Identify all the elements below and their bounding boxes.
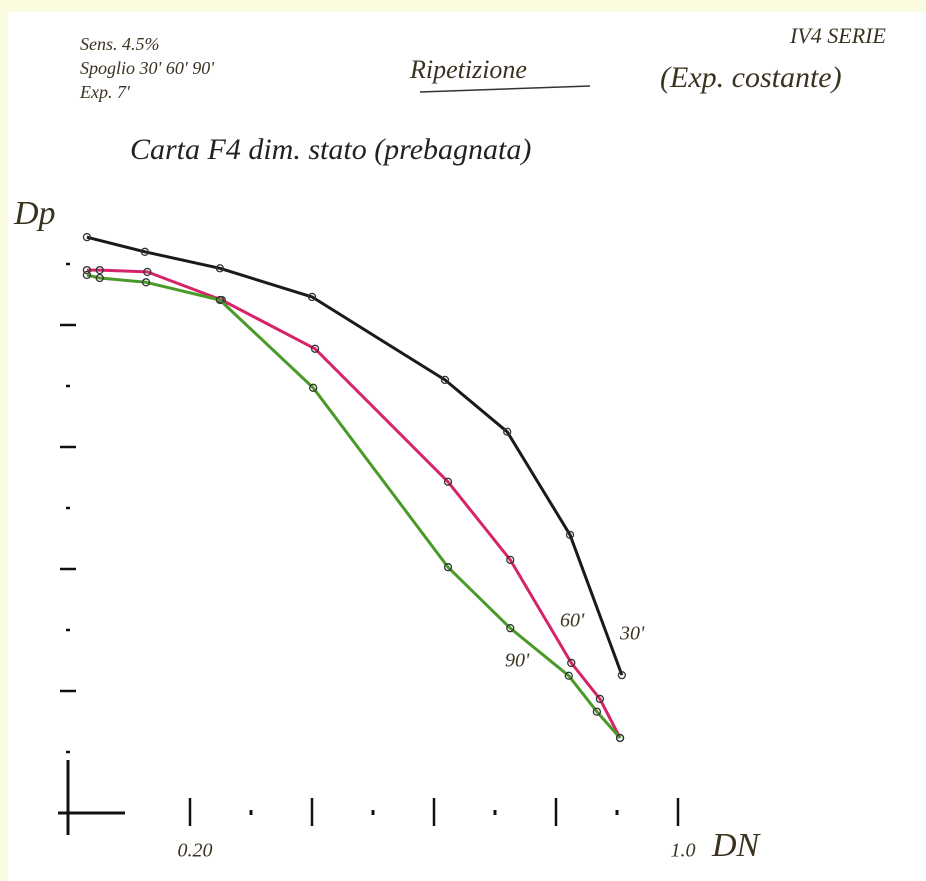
annotation: (Exp. costante) [660, 61, 842, 94]
page: Sens. 4.5% Spoglio 30' 60' 90' Exp. 7' R… [0, 0, 926, 881]
x-tick-label: 0.20 [178, 840, 213, 862]
annotation: Sens. 4.5% [80, 34, 160, 54]
chart: Sens. 4.5% Spoglio 30' 60' 90' Exp. 7' R… [0, 0, 926, 881]
chart-title: Carta F4 dim. stato (prebagnata) [130, 133, 531, 166]
annotation: Spoglio 30' 60' 90' [80, 58, 215, 78]
annotation: Exp. 7' [79, 82, 131, 102]
series-label: 90' [505, 650, 530, 672]
annotation: Ripetizione [409, 55, 527, 84]
y-axis-label: Dp [13, 195, 56, 232]
series-label: 30' [619, 623, 645, 645]
annotation: IV4 SERIE [789, 23, 886, 48]
x-tick-label: 1.0 [671, 840, 696, 862]
x-axis-label: DN [711, 827, 762, 864]
series-label: 60' [560, 610, 585, 632]
